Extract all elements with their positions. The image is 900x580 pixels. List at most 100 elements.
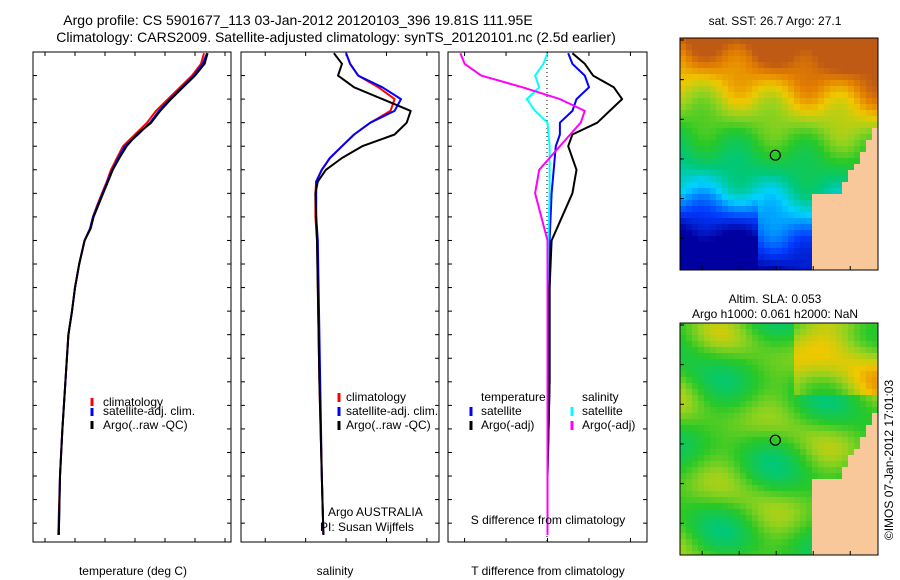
map-cell — [812, 539, 818, 545]
map-cell — [770, 224, 776, 230]
map-cell — [692, 68, 698, 74]
map-cell — [866, 86, 872, 92]
map-cell — [794, 347, 800, 353]
map-cell — [770, 437, 776, 443]
map-cell — [848, 341, 854, 347]
map-cell — [722, 230, 728, 236]
map-cell — [752, 158, 758, 164]
map-cell — [866, 485, 872, 491]
map-cell — [692, 44, 698, 50]
map-cell — [800, 140, 806, 146]
map-cell — [788, 236, 794, 242]
map-cell — [830, 140, 836, 146]
map-cell — [848, 164, 854, 170]
map-cell — [698, 383, 704, 389]
map-cell — [812, 158, 818, 164]
salinity-depth-ticks — [241, 51, 439, 524]
map-cell — [746, 128, 752, 134]
map-cell — [734, 200, 740, 206]
map-cell — [866, 152, 872, 158]
map-cell — [836, 551, 842, 555]
map-cell — [680, 509, 686, 515]
map-cell — [776, 218, 782, 224]
map-cell — [710, 176, 716, 182]
map-cell — [788, 44, 794, 50]
map-cell — [686, 425, 692, 431]
map-cell — [746, 401, 752, 407]
map-cell — [854, 194, 860, 200]
map-cell — [680, 56, 686, 62]
map-cell — [728, 479, 734, 485]
map-cell — [812, 122, 818, 128]
map-cell — [734, 437, 740, 443]
map-cell — [806, 437, 812, 443]
map-cell — [854, 80, 860, 86]
map-cell — [734, 323, 740, 329]
map-cell — [842, 164, 848, 170]
map-cell — [692, 152, 698, 158]
map-cell — [722, 449, 728, 455]
map-cell — [692, 521, 698, 527]
map-cell — [746, 545, 752, 551]
map-cell — [836, 491, 842, 497]
map-cell — [842, 539, 848, 545]
map-cell — [812, 134, 818, 140]
map-cell — [686, 545, 692, 551]
map-cell — [734, 533, 740, 539]
map-cell — [680, 242, 686, 248]
map-cell — [770, 260, 776, 266]
map-cell — [800, 260, 806, 266]
map-cell — [752, 425, 758, 431]
map-cell — [830, 98, 836, 104]
map-cell — [782, 485, 788, 491]
map-cell — [698, 212, 704, 218]
map-cell — [842, 194, 848, 200]
map-cell — [686, 431, 692, 437]
map-cell — [824, 206, 830, 212]
map-cell — [722, 497, 728, 503]
map-cell — [758, 140, 764, 146]
map-cell — [680, 44, 686, 50]
map-cell — [692, 140, 698, 146]
map-cell — [746, 224, 752, 230]
map-cell — [794, 236, 800, 242]
map-cell — [782, 401, 788, 407]
map-cell — [824, 347, 830, 353]
map-cell — [800, 128, 806, 134]
map-cell — [716, 407, 722, 413]
map-cell — [692, 224, 698, 230]
map-cell — [728, 116, 734, 122]
map-cell — [854, 62, 860, 68]
map-cell — [848, 122, 854, 128]
map-cell — [740, 383, 746, 389]
map-cell — [782, 92, 788, 98]
map-cell — [860, 80, 866, 86]
map-cell — [728, 455, 734, 461]
map-cell — [794, 359, 800, 365]
map-cell — [764, 44, 770, 50]
map-cell — [788, 491, 794, 497]
map-cell — [728, 413, 734, 419]
sst-lat-ticks — [680, 39, 684, 239]
map-cell — [680, 230, 686, 236]
map-cell — [764, 515, 770, 521]
map-cell — [872, 140, 878, 146]
map-cell — [770, 413, 776, 419]
t-difference-label: T difference from climatology — [471, 564, 625, 578]
map-cell — [710, 335, 716, 341]
map-cell — [698, 533, 704, 539]
map-cell — [788, 443, 794, 449]
map-cell — [860, 212, 866, 218]
map-cell — [818, 521, 824, 527]
map-cell — [758, 551, 764, 555]
map-cell — [830, 122, 836, 128]
map-cell — [680, 98, 686, 104]
map-cell — [716, 164, 722, 170]
map-cell — [698, 86, 704, 92]
map-cell — [806, 347, 812, 353]
map-cell — [854, 545, 860, 551]
map-cell — [722, 509, 728, 515]
map-cell — [686, 449, 692, 455]
map-cell — [830, 116, 836, 122]
map-cell — [788, 140, 794, 146]
